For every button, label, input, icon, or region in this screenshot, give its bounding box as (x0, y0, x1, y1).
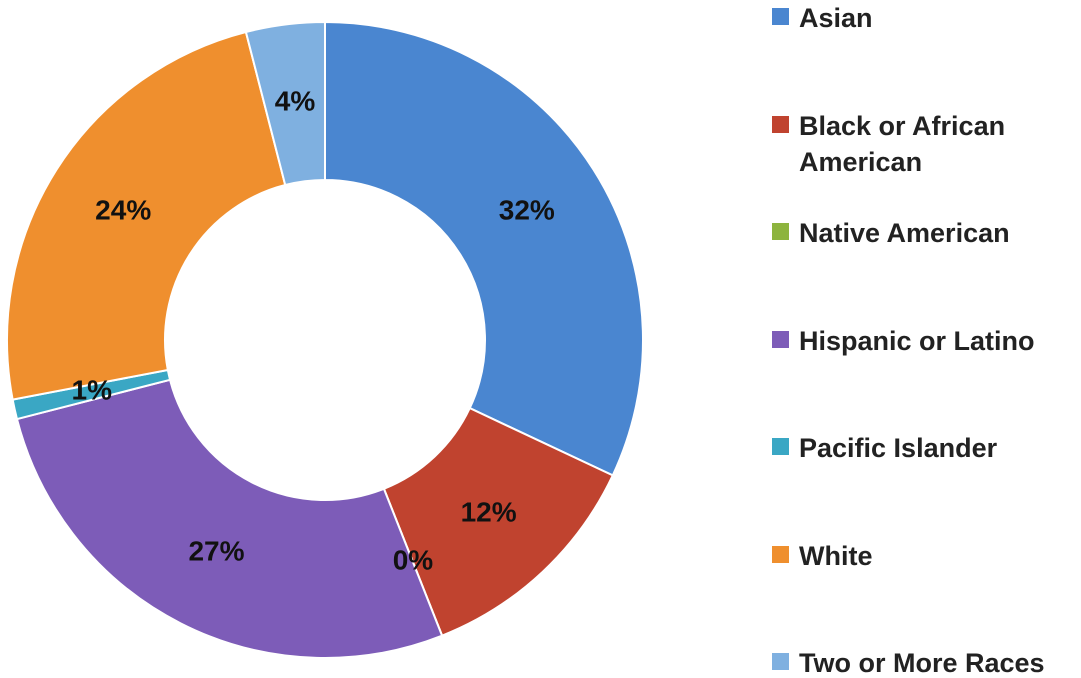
legend-item: Asian (772, 0, 1072, 36)
legend-item: Pacific Islander (772, 430, 1072, 466)
legend-swatch (772, 115, 789, 133)
donut-slice (324, 20, 644, 477)
legend-label: White (799, 540, 873, 571)
legend-item: Two or More Races (772, 645, 1072, 678)
legend-swatch (772, 330, 789, 348)
donut-slice (15, 378, 444, 659)
legend-swatch (772, 8, 789, 25)
legend-label: Asian (799, 3, 873, 33)
legend-label: Native American (799, 218, 1010, 248)
data-label: 4% (275, 85, 316, 116)
legend-item: Black or African American (772, 108, 1072, 180)
legend-item: Hispanic or Latino (772, 323, 1072, 359)
data-label: 0% (393, 545, 434, 576)
legend-swatch (772, 438, 789, 455)
legend-item: White (772, 538, 1072, 574)
data-label: 1% (72, 375, 113, 406)
data-label: 27% (188, 535, 244, 566)
legend-swatch (772, 223, 789, 240)
data-label: 24% (95, 194, 151, 225)
legend-label: Pacific Islander (799, 433, 998, 463)
legend-label: Hispanic or Latino (799, 325, 1035, 356)
legend-item: Native American (772, 215, 1072, 251)
data-label: 32% (499, 194, 555, 225)
legend-label: Black or African American (799, 110, 1006, 177)
legend-swatch (772, 545, 789, 563)
legend-label: Two or More Races (799, 648, 1045, 678)
donut-slice (382, 406, 615, 637)
donut-plot: 32% 12% 0% 27% 1% 24% 4% (6, 20, 644, 659)
donut-slice (244, 20, 326, 187)
legend-swatch (772, 653, 789, 670)
data-label: 12% (461, 497, 517, 528)
donut-slice (6, 30, 287, 401)
